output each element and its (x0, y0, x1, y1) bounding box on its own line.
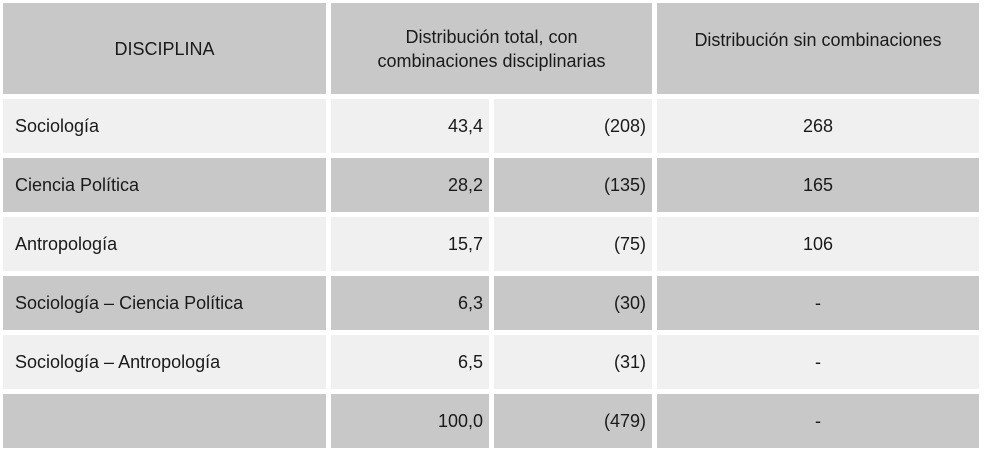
header-discipline-label: DISCIPLINA (114, 38, 215, 59)
row-4-discipline: Sociología – Ciencia Política (3, 276, 326, 330)
header-total-line2: combinaciones disciplinarias (377, 50, 606, 71)
row-1-percent: 43,4 (331, 99, 489, 153)
row-3-discipline: Antropología (3, 217, 326, 271)
row-5-discipline: Sociología – Antropología (3, 335, 326, 389)
header-total-line1: Distribución total, con (405, 26, 578, 47)
header-no-combinations: Distribución sin combinaciones (657, 3, 979, 94)
row-4-no-combo: - (657, 276, 979, 330)
row-2-percent: 28,2 (331, 158, 489, 212)
row-5-percent: 6,5 (331, 335, 489, 389)
row-total-percent: 100,0 (331, 394, 489, 448)
row-1-discipline: Sociología (3, 99, 326, 153)
header-total-distribution: Distribución total, con combinaciones di… (331, 3, 652, 94)
row-4-percent: 6,3 (331, 276, 489, 330)
row-total-count: (479) (494, 394, 652, 448)
row-5-no-combo: - (657, 335, 979, 389)
row-2-discipline: Ciencia Política (3, 158, 326, 212)
row-3-no-combo: 106 (657, 217, 979, 271)
row-5-count: (31) (494, 335, 652, 389)
row-1-no-combo: 268 (657, 99, 979, 153)
row-1-count: (208) (494, 99, 652, 153)
row-2-no-combo: 165 (657, 158, 979, 212)
row-total-discipline (3, 394, 326, 448)
row-2-count: (135) (494, 158, 652, 212)
distribution-table: DISCIPLINA Distribución total, con combi… (3, 3, 979, 449)
row-total-no-combo: - (657, 394, 979, 448)
header-no-combinations-label: Distribución sin combinaciones (694, 29, 942, 50)
header-discipline: DISCIPLINA (3, 3, 326, 94)
row-3-count: (75) (494, 217, 652, 271)
row-4-count: (30) (494, 276, 652, 330)
row-3-percent: 15,7 (331, 217, 489, 271)
